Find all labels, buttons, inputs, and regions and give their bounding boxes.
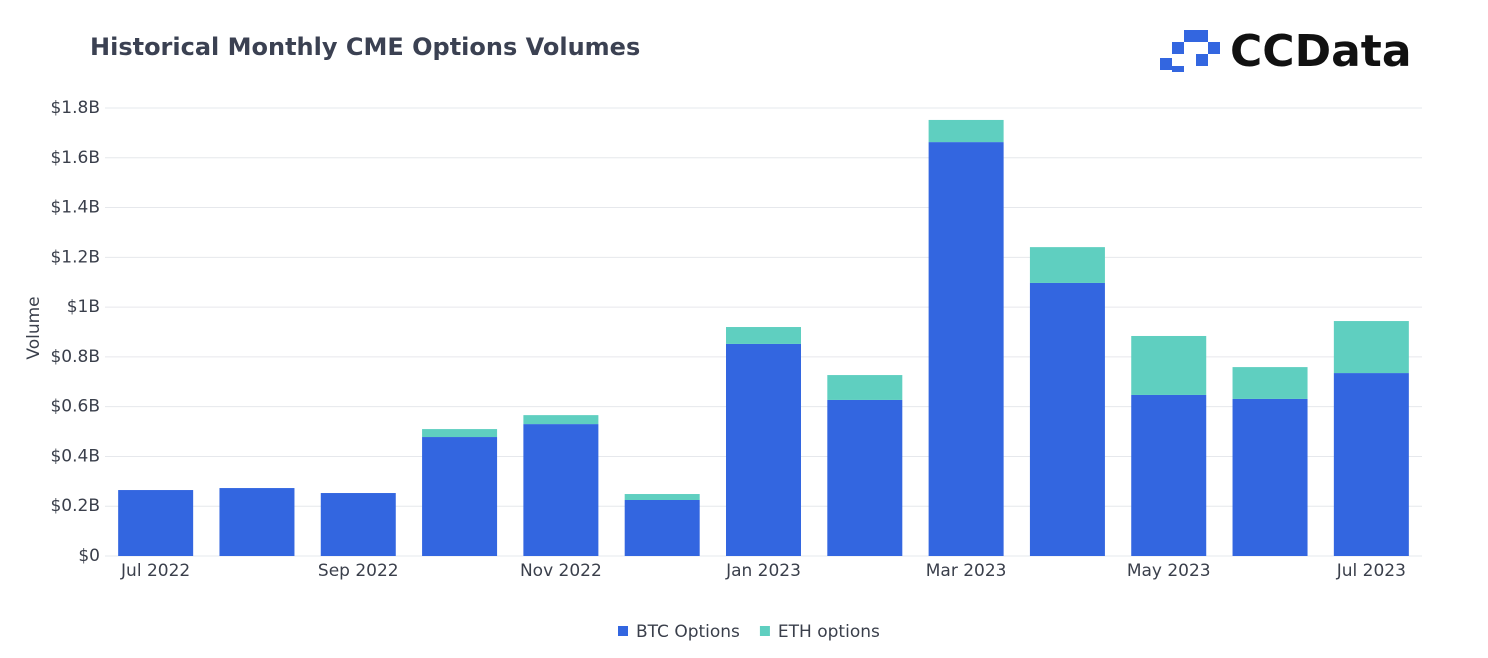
y-tick-label: $1.6B [50, 148, 100, 168]
logo-text: CCData [1230, 26, 1412, 77]
x-tick-label: May 2023 [1127, 561, 1211, 581]
bar-segment [726, 327, 801, 344]
x-tick-label: Mar 2023 [926, 561, 1007, 581]
y-tick-label: $1.8B [50, 98, 100, 118]
y-tick-label: $0.2B [50, 496, 100, 516]
x-tick-label: Jan 2023 [725, 561, 801, 581]
bar-segment [1029, 282, 1105, 556]
y-tick-label: $1.4B [50, 198, 100, 218]
legend-label: BTC Options [636, 622, 740, 642]
y-tick-label: $0.6B [50, 397, 100, 417]
bar-segment [928, 119, 1004, 143]
bar-segment [219, 488, 295, 556]
bar-segment [1232, 367, 1308, 399]
logo-icon [1160, 30, 1220, 72]
x-tick-label: Sep 2022 [318, 561, 399, 581]
y-axis-label: Volume [24, 296, 44, 359]
bar-segment [320, 493, 396, 556]
y-tick-label: $0.8B [50, 347, 100, 367]
legend-swatch [618, 626, 628, 636]
bar-segment [624, 500, 700, 556]
bar-segment [1333, 373, 1409, 556]
bar-segment [1131, 394, 1207, 556]
bar-segment [422, 429, 498, 438]
bar-segment [1131, 335, 1207, 395]
bar-segment [1029, 247, 1105, 283]
x-tick-label: Nov 2022 [520, 561, 602, 581]
y-tick-label: $0.4B [50, 446, 100, 466]
y-tick-label: $0 [78, 546, 100, 566]
bar-segment [523, 415, 599, 425]
bar-segment [624, 494, 700, 500]
x-tick-label: Jul 2022 [120, 561, 190, 581]
bar-segment [726, 343, 801, 556]
chart-title: Historical Monthly CME Options Volumes [90, 33, 640, 61]
bar-segment [1333, 321, 1409, 374]
bar-segment [928, 142, 1004, 556]
bar-segment [827, 399, 903, 556]
bar-segment [523, 424, 599, 556]
bar-segment [827, 375, 903, 400]
bar-segment [422, 437, 498, 556]
legend-swatch [759, 626, 770, 636]
y-tick-label: $1B [67, 297, 100, 317]
bar-segment [1232, 398, 1308, 556]
y-tick-label: $1.2B [50, 247, 100, 267]
legend-label: ETH options [778, 622, 880, 642]
bar-segment [118, 490, 194, 556]
x-tick-label: Jul 2023 [1336, 561, 1406, 581]
